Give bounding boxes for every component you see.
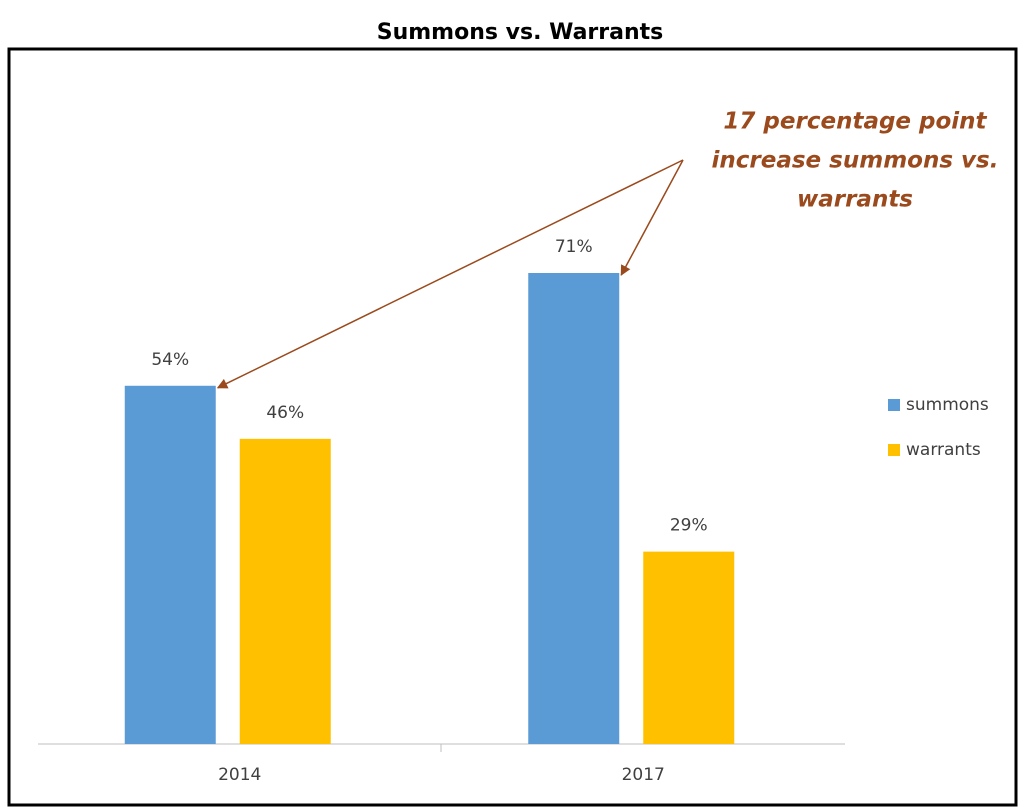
annotation: increase summons vs. <box>712 148 999 174</box>
bar <box>124 385 216 744</box>
annotation: 17 percentage point <box>723 109 987 135</box>
data-label: 54% <box>151 350 189 370</box>
legend-label: warrants <box>906 440 981 460</box>
annotation-arrow <box>620 159 684 276</box>
legend-label: summons <box>906 395 989 415</box>
data-label: 46% <box>266 403 304 423</box>
bar <box>239 438 331 744</box>
data-label: 29% <box>670 516 708 536</box>
bar <box>528 273 620 744</box>
legend-swatch <box>888 399 900 411</box>
annotation: warrants <box>797 187 913 213</box>
chart-title: Summons vs. Warrants <box>377 20 663 45</box>
chart-frame <box>7 47 1018 807</box>
data-label: 71% <box>555 237 593 257</box>
legend-swatch <box>888 444 900 456</box>
x-tick-label: 2017 <box>622 765 665 785</box>
x-tick-label: 2014 <box>218 765 261 785</box>
annotation-arrow <box>216 159 684 389</box>
bar <box>643 551 735 744</box>
